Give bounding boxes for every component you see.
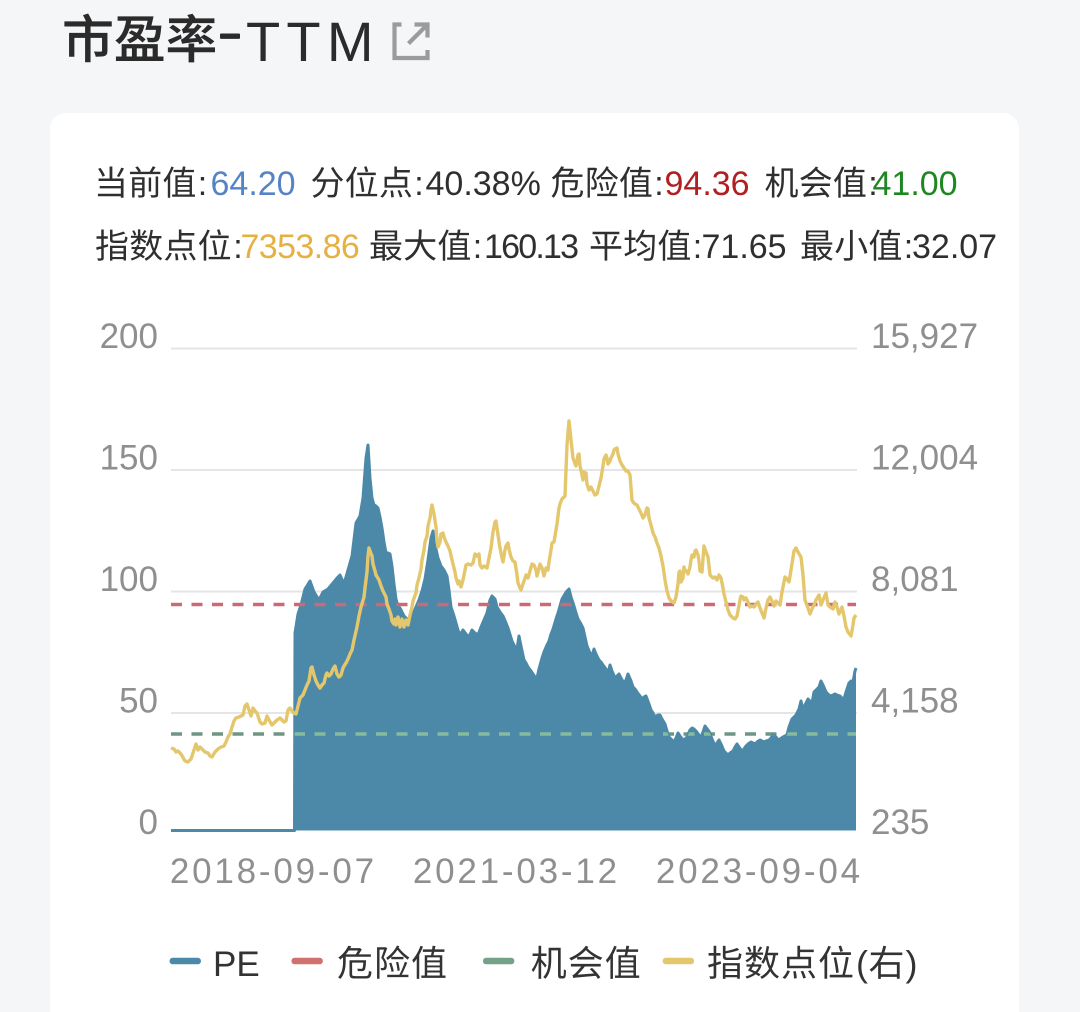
svg-text:(: ( <box>856 943 868 984</box>
svg-text:41.00: 41.00 <box>873 165 958 203</box>
svg-text:4,158: 4,158 <box>871 682 959 721</box>
svg-text:7353.86: 7353.86 <box>241 228 360 266</box>
svg-text:15,927: 15,927 <box>871 317 978 356</box>
svg-text:0: 0 <box>139 803 158 842</box>
svg-text:8,081: 8,081 <box>871 560 959 599</box>
svg-text:200: 200 <box>100 317 158 356</box>
svg-text::: : <box>904 228 913 266</box>
svg-text:50: 50 <box>119 682 158 721</box>
svg-text:32.07: 32.07 <box>912 228 997 266</box>
svg-text:160.13: 160.13 <box>484 228 578 266</box>
svg-text:2018-09-07: 2018-09-07 <box>170 852 377 891</box>
svg-text:2023-09-04: 2023-09-04 <box>656 852 863 891</box>
svg-text:100: 100 <box>100 560 158 599</box>
svg-text:TTM: TTM <box>246 10 380 73</box>
svg-text:2021-03-12: 2021-03-12 <box>413 852 620 891</box>
svg-text:150: 150 <box>100 439 158 478</box>
svg-text::: : <box>473 228 482 266</box>
svg-text::: : <box>233 228 242 266</box>
svg-text:40.38%: 40.38% <box>426 165 541 203</box>
svg-text::: : <box>868 165 877 203</box>
svg-text:12,004: 12,004 <box>871 439 978 478</box>
svg-text::: : <box>414 165 423 203</box>
svg-text::: : <box>693 228 702 266</box>
svg-text:235: 235 <box>871 803 929 842</box>
svg-text:): ) <box>906 943 918 984</box>
svg-text:71.65: 71.65 <box>702 228 787 266</box>
svg-text:94.36: 94.36 <box>665 165 750 203</box>
svg-text:PE: PE <box>213 945 260 984</box>
svg-text::: : <box>654 165 663 203</box>
svg-text::: : <box>198 165 207 203</box>
svg-text:64.20: 64.20 <box>211 165 296 203</box>
